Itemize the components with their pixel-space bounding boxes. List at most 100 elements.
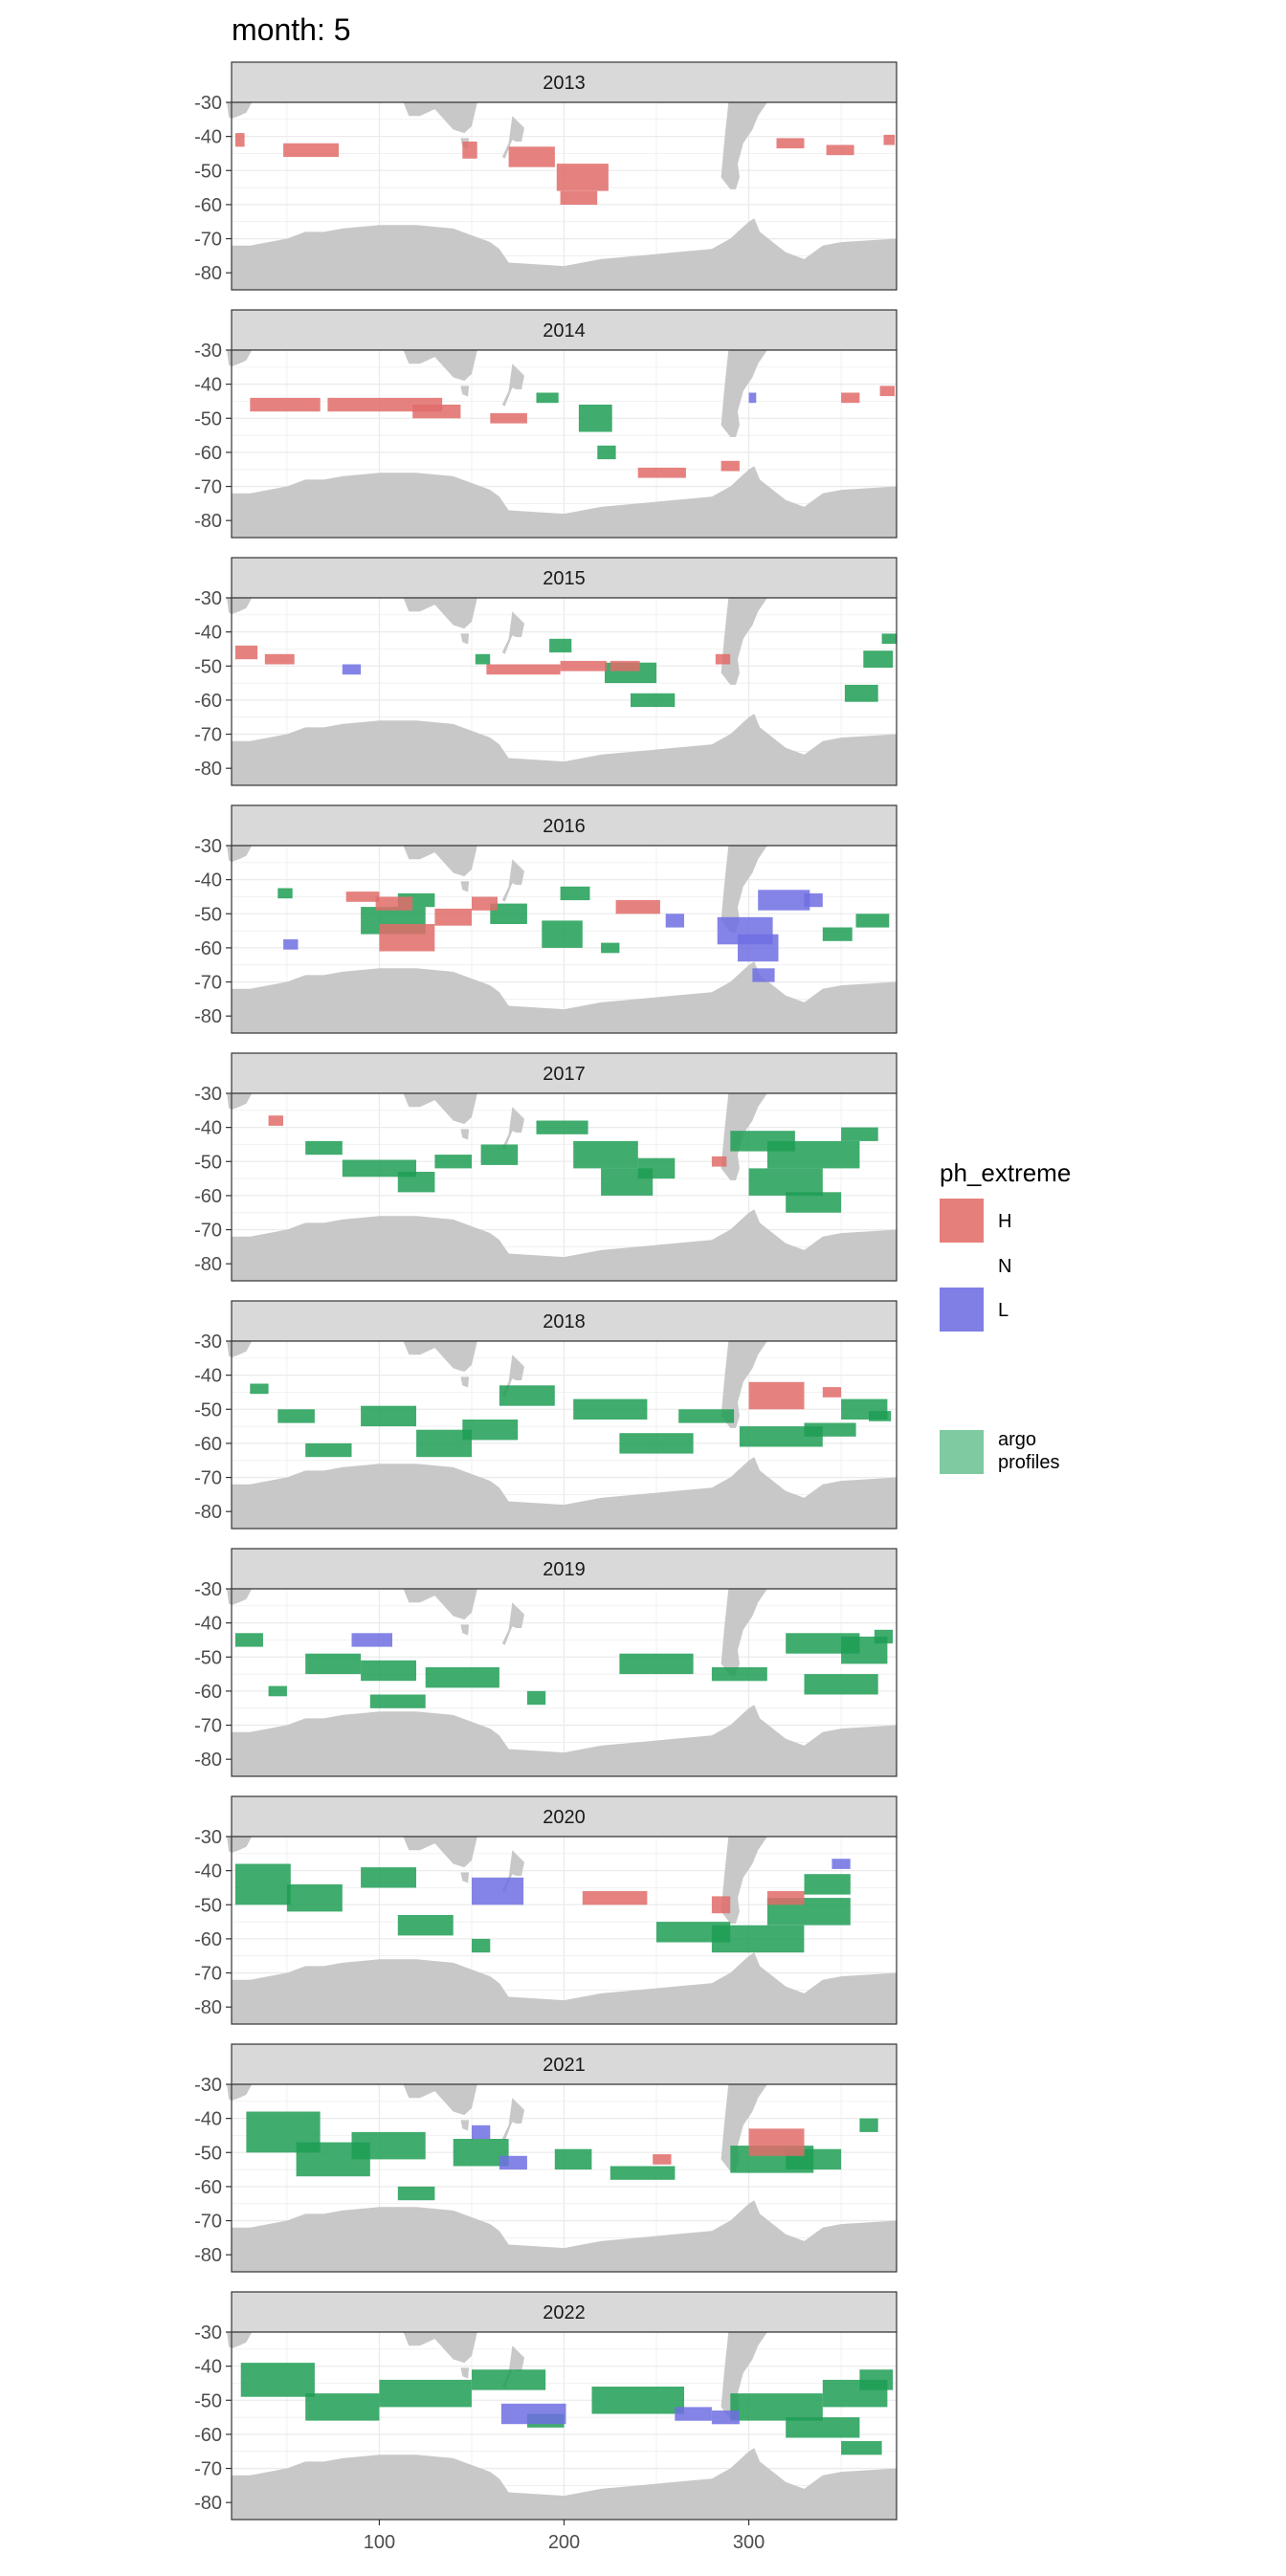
h-extreme-cell — [615, 900, 660, 914]
argo-profile-cell — [490, 903, 527, 924]
land-mass — [403, 598, 477, 629]
facet-2018: 2018 -30 -40 -50 -60 -70 -80 — [194, 1300, 898, 1530]
facet-strip-label: 2018 — [543, 1311, 586, 1332]
y-tick-label: -30 — [194, 836, 222, 857]
argo-profile-cell — [425, 1667, 499, 1688]
h-extreme-cell — [250, 397, 321, 412]
facet-strip — [231, 309, 898, 351]
y-tick-label: -30 — [194, 93, 222, 114]
land-mass — [403, 1837, 477, 1868]
facet-2022: 2022 -30 -40 -50 -60 -70 -80 100 200 300 — [194, 2291, 898, 2553]
y-tick-label: -80 — [194, 1750, 222, 1771]
land-mass — [403, 1093, 477, 1125]
argo-profile-cell — [472, 2369, 546, 2390]
h-extreme-cell — [883, 134, 896, 145]
y-tick-label: -80 — [194, 511, 222, 532]
land-mass — [403, 102, 477, 134]
land-mass — [403, 846, 477, 877]
h-extreme-cell — [776, 138, 805, 149]
argo-profile-cell — [305, 1140, 343, 1156]
chart-title: month: 5 — [232, 12, 351, 47]
h-extreme-cell — [711, 1156, 727, 1167]
facet-strip-label: 2014 — [543, 320, 586, 341]
y-tick-label: -50 — [194, 2143, 222, 2164]
y-tick-label: -50 — [194, 2390, 222, 2411]
y-tick-label: -50 — [194, 1399, 222, 1420]
argo-profile-cell — [475, 653, 491, 665]
y-tick-label: -40 — [194, 623, 222, 644]
y-tick-label: -30 — [194, 2075, 222, 2096]
y-tick-label: -80 — [194, 1502, 222, 1523]
y-tick-label: -30 — [194, 1084, 222, 1105]
argo-profile-cell — [536, 392, 559, 404]
y-tick-label: -80 — [194, 263, 222, 284]
legend-title: ph_extreme — [940, 1158, 1071, 1187]
l-extreme-cell — [499, 2155, 527, 2170]
h-extreme-cell — [508, 146, 555, 167]
argo-profile-cell — [361, 1405, 416, 1427]
land-mass — [403, 2084, 477, 2116]
h-extreme-cell — [264, 653, 295, 665]
argo-profile-cell — [637, 1157, 676, 1179]
argo-profile-cell — [434, 1155, 472, 1169]
y-tick-label: -50 — [194, 656, 222, 677]
land-mass — [227, 1589, 253, 1606]
land-mass — [721, 1837, 767, 1924]
y-tick-label: -40 — [194, 1366, 222, 1387]
legend-label: argo profiles — [998, 1429, 1059, 1473]
facet-2020: 2020 -30 -40 -50 -60 -70 -80 — [194, 1795, 898, 2025]
argo-profile-cell — [480, 1144, 519, 1165]
facet-strip-label: 2021 — [543, 2055, 586, 2076]
panel-border — [231, 2083, 898, 2273]
h-extreme-cell — [560, 190, 598, 205]
y-tick-label: -50 — [194, 161, 222, 182]
land-mass — [460, 881, 470, 892]
h-extreme-cell — [560, 660, 607, 672]
land-mass — [227, 1837, 253, 1854]
land-mass — [227, 1093, 253, 1111]
y-tick-label: -70 — [194, 725, 222, 746]
y-tick-label: -60 — [194, 691, 222, 712]
h-extreme-cell — [879, 385, 895, 397]
land-mass — [721, 102, 767, 189]
y-tick-label: -60 — [194, 195, 222, 216]
argo-profile-cell — [631, 693, 676, 708]
y-tick-label: -40 — [194, 1614, 222, 1635]
argo-profile-cell — [305, 2393, 380, 2421]
h-extreme-cell — [556, 164, 609, 191]
land-mass — [232, 714, 897, 785]
facet-2015: 2015 -30 -40 -50 -60 -70 -80 — [194, 557, 898, 786]
facet-2016: 2016 -30 -40 -50 -60 -70 -80 — [194, 804, 898, 1034]
land-mass — [721, 350, 767, 437]
argo-profile-cell — [855, 914, 890, 928]
y-tick-label: -50 — [194, 1895, 222, 1916]
land-mass — [232, 1952, 897, 2024]
panel-border — [231, 1588, 898, 1777]
y-tick-label: -60 — [194, 2177, 222, 2198]
argo-profile-cell — [601, 942, 620, 954]
land-mass — [501, 1602, 524, 1645]
y-tick-label: -80 — [194, 2493, 222, 2514]
y-tick-label: -60 — [194, 1186, 222, 1207]
l-extreme-cell — [283, 939, 299, 950]
h-extreme-cell — [375, 896, 413, 911]
argo-profile-cell — [859, 2118, 878, 2132]
y-tick-label: -40 — [194, 870, 222, 892]
y-tick-label: -40 — [194, 1861, 222, 1882]
land-mass — [501, 859, 524, 902]
h-extreme-cell — [841, 392, 860, 404]
l-extreme-cell — [472, 1877, 524, 1905]
l-extreme-cell — [711, 2411, 740, 2425]
h-extreme-cell — [711, 1896, 731, 1914]
land-mass — [501, 116, 524, 159]
h-extreme-cell — [234, 133, 245, 147]
argo-profile-cell — [250, 1383, 269, 1395]
land-mass — [460, 2367, 470, 2379]
argo-profile-cell — [499, 1385, 555, 1406]
argo-profile-cell — [711, 1925, 805, 1953]
argo-profile-cell — [881, 633, 897, 645]
h-extreme-cell — [234, 645, 258, 660]
y-tick-label: -80 — [194, 759, 222, 780]
